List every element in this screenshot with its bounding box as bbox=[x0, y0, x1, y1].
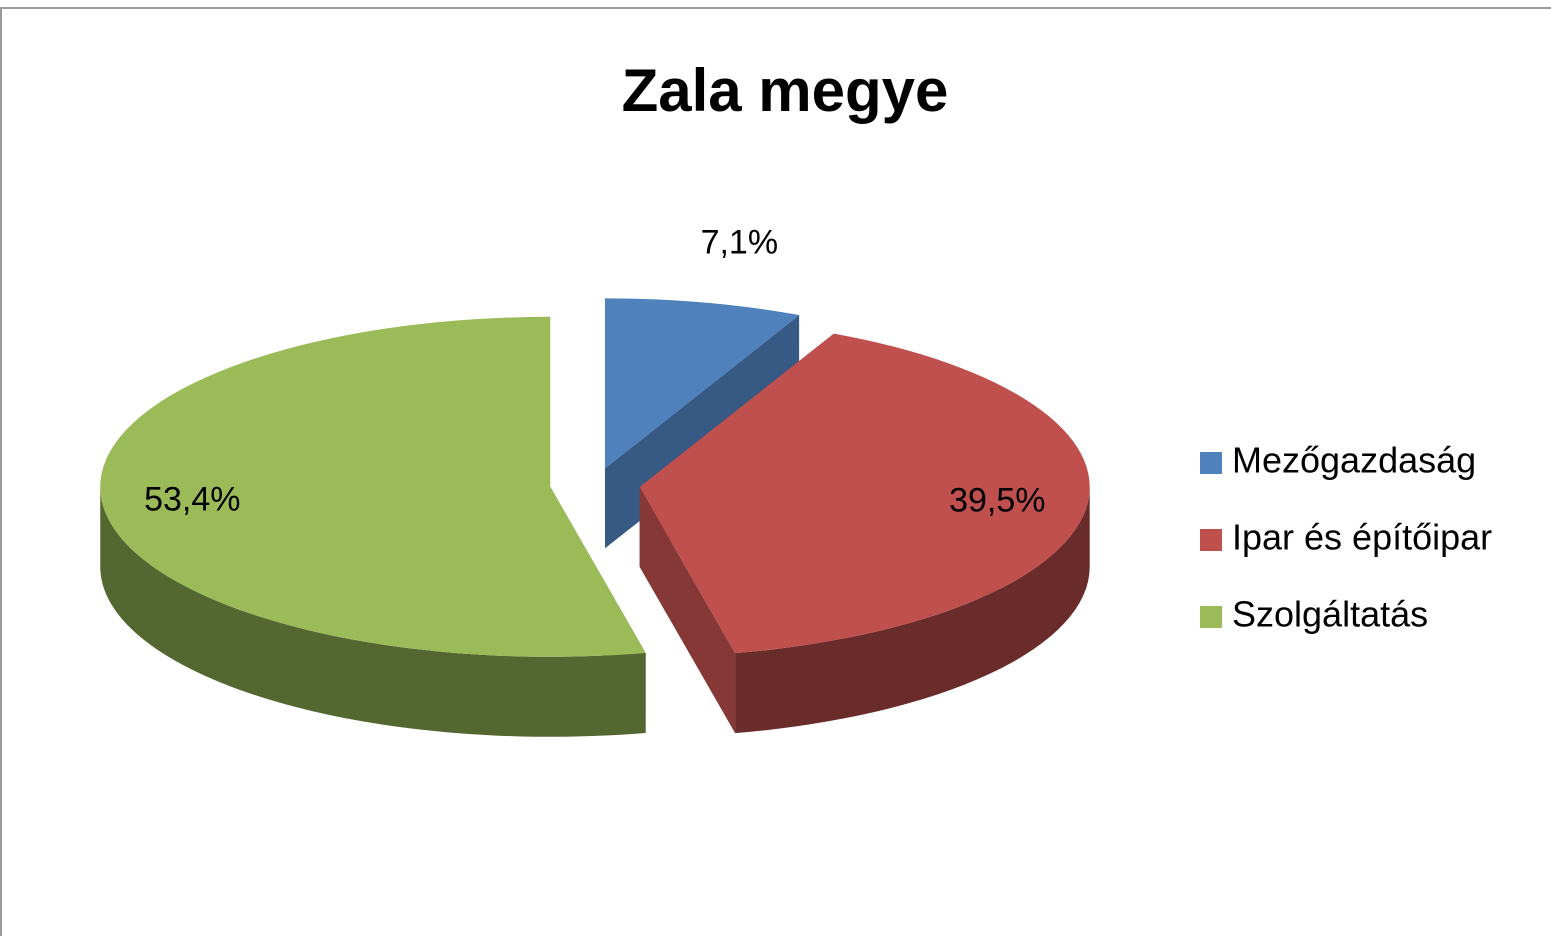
slice-tops bbox=[100, 298, 1090, 657]
data-label: 7,1% bbox=[701, 224, 779, 262]
legend-swatch bbox=[1200, 529, 1222, 551]
pie-slice bbox=[604, 298, 800, 469]
pie-slice bbox=[639, 333, 1090, 654]
data-label: 53,4% bbox=[144, 480, 240, 518]
legend-label: Mezőgazdaság bbox=[1232, 440, 1476, 481]
data-label: 39,5% bbox=[949, 482, 1045, 520]
chart-title: Zala megye bbox=[622, 57, 949, 124]
slice-wall bbox=[100, 486, 646, 737]
slice-side bbox=[639, 486, 736, 734]
legend-label: Ipar és építőipar bbox=[1232, 517, 1492, 558]
slice-wall bbox=[735, 486, 1090, 734]
legend-swatch bbox=[1200, 452, 1222, 474]
legend-label: Szolgáltatás bbox=[1232, 594, 1428, 635]
pie-slice bbox=[100, 316, 646, 657]
slice-walls bbox=[100, 486, 1090, 737]
legend-swatch bbox=[1200, 606, 1222, 628]
